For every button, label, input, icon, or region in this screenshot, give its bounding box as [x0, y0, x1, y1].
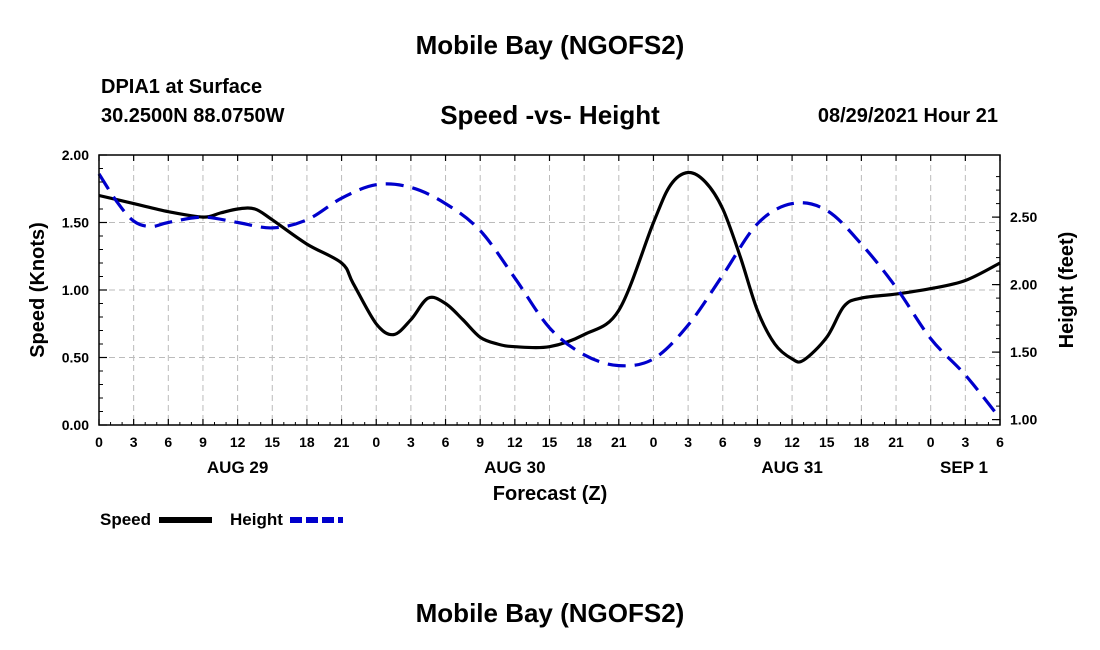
y-tick-label: 1.00 — [62, 282, 89, 298]
x-tick-label: 12 — [230, 434, 246, 450]
x-tick-label: 15 — [264, 434, 280, 450]
forecast-timestamp: 08/29/2021 Hour 21 — [817, 105, 998, 127]
legend-label-height: Height — [230, 510, 283, 529]
day-label: SEP 1 — [940, 458, 988, 477]
y-tick-label: 0.00 — [62, 417, 89, 433]
x-tick-label: 9 — [754, 434, 762, 450]
x-tick-label: 21 — [888, 434, 904, 450]
x-tick-label: 6 — [442, 434, 450, 450]
y2-tick-label: 2.50 — [1010, 209, 1037, 225]
x-tick-label: 15 — [542, 434, 558, 450]
x-tick-label: 0 — [927, 434, 935, 450]
x-tick-label: 12 — [784, 434, 800, 450]
day-label: AUG 30 — [484, 458, 545, 477]
x-tick-label: 6 — [164, 434, 172, 450]
y-tick-label: 1.50 — [62, 215, 89, 231]
series-lines — [97, 170, 1002, 420]
station-coordinates: 30.2500N 88.0750W — [101, 105, 285, 127]
x-tick-label: 21 — [611, 434, 627, 450]
x-tick-label: 18 — [576, 434, 592, 450]
x-tick-label: 9 — [476, 434, 484, 450]
station-name: DPIA1 at Surface — [101, 76, 263, 98]
day-label: AUG 29 — [207, 458, 268, 477]
x-tick-label: 18 — [854, 434, 870, 450]
x-tick-label: 3 — [407, 434, 415, 450]
x-tick-label: 3 — [961, 434, 969, 450]
y2-tick-label: 2.00 — [1010, 277, 1037, 293]
series-line-height — [97, 173, 1002, 420]
x-tick-label: 18 — [299, 434, 315, 450]
day-label: AUG 31 — [761, 458, 822, 477]
x-tick-label: 6 — [996, 434, 1004, 450]
chart-title: Speed -vs- Height — [440, 100, 660, 130]
y-axis-title-height: Height (feet) — [1056, 232, 1078, 349]
y-tick-label: 2.00 — [62, 147, 89, 163]
x-tick-label: 12 — [507, 434, 523, 450]
x-tick-label: 6 — [719, 434, 727, 450]
x-tick-label: 3 — [130, 434, 138, 450]
x-tick-label: 0 — [650, 434, 658, 450]
series-line-speed — [98, 170, 1001, 364]
axes: 0 3 6 9 12 15 18 21 0 3 6 9 12 15 18 21 0 3 6 9 12 15 18 21 0 3 6 A… — [62, 147, 1038, 477]
x-tick-label: 0 — [95, 434, 103, 450]
x-tick-label: 9 — [199, 434, 207, 450]
x-axis-title: Forecast (Z) — [493, 483, 607, 505]
y2-tick-label: 1.00 — [1010, 412, 1037, 428]
x-tick-label: 21 — [334, 434, 350, 450]
legend-label-speed: Speed — [100, 510, 151, 529]
bottom-title: Mobile Bay (NGOFS2) — [415, 598, 685, 628]
y-tick-label: 0.50 — [62, 350, 89, 366]
x-tick-label: 0 — [372, 434, 380, 450]
y-axis-title-speed: Speed (Knots) — [27, 222, 49, 358]
legend: Speed Height — [100, 510, 343, 529]
top-title: Mobile Bay (NGOFS2) — [415, 30, 685, 60]
grid — [99, 155, 1000, 425]
x-tick-label: 3 — [684, 434, 692, 450]
y2-tick-label: 1.50 — [1010, 344, 1037, 360]
x-tick-label: 15 — [819, 434, 835, 450]
